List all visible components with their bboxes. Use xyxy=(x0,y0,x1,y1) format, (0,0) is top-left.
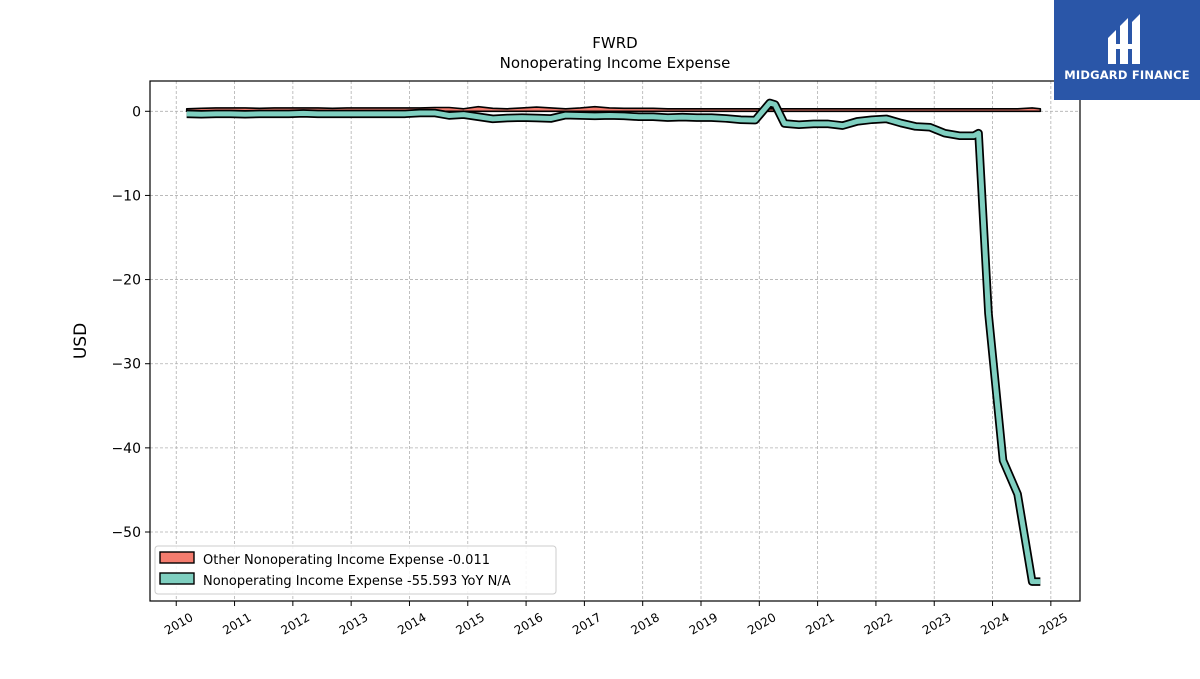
legend-swatch-nonoperating xyxy=(159,572,195,585)
y-axis-ticks: 0 −10 −20 −30 −40 −50 xyxy=(111,104,150,541)
x-tick-label: 2023 xyxy=(920,610,953,637)
x-tick-label: 2014 xyxy=(395,610,428,637)
y-axis-label: USD xyxy=(71,323,91,359)
plot-frame xyxy=(149,80,1081,602)
series-layer xyxy=(185,98,1042,586)
brand-logo: MIDGARD FINANCE xyxy=(1054,0,1200,100)
x-tick-label: 2013 xyxy=(337,610,370,637)
x-tick-label: 2021 xyxy=(803,610,836,637)
x-tick-label: 2020 xyxy=(745,610,778,637)
legend-swatch-other-nonoperating xyxy=(159,551,195,564)
x-tick-label: 2025 xyxy=(1037,610,1070,637)
y-tick-label: −10 xyxy=(111,188,141,204)
series-nonoperating-line-outline xyxy=(186,98,1041,586)
chart-title: FWRD xyxy=(592,34,637,52)
x-tick-label: 2016 xyxy=(512,610,545,637)
x-tick-label: 2017 xyxy=(570,610,603,637)
legend-label-other-nonoperating: Other Nonoperating Income Expense -0.011 xyxy=(203,553,490,568)
y-tick-label: −40 xyxy=(111,441,141,457)
x-tick-label: 2010 xyxy=(162,610,195,637)
y-tick-label: 0 xyxy=(132,104,141,120)
legend: Other Nonoperating Income Expense -0.011… xyxy=(154,545,557,595)
brand-logo-text: MIDGARD FINANCE xyxy=(1064,68,1190,82)
series-nonoperating-line xyxy=(186,100,1041,585)
grid-layer xyxy=(150,81,1080,601)
x-tick-label: 2022 xyxy=(862,610,895,637)
y-tick-label: −30 xyxy=(111,357,141,373)
brand-logo-mark-icon xyxy=(1108,14,1140,64)
x-tick-label: 2024 xyxy=(978,610,1011,637)
x-tick-label: 2018 xyxy=(628,610,661,637)
legend-frame xyxy=(154,545,557,595)
x-tick-label: 2011 xyxy=(220,610,253,637)
x-axis-ticks: 2010 2011 2012 2013 2014 2015 2016 2017 2018 2019… xyxy=(162,601,1070,638)
x-tick-label: 2012 xyxy=(279,610,312,637)
y-tick-label: −20 xyxy=(111,273,141,289)
y-tick-label: −50 xyxy=(111,525,141,541)
x-tick-label: 2015 xyxy=(454,610,487,637)
chart-subtitle: Nonoperating Income Expense xyxy=(500,54,731,72)
legend-label-nonoperating: Nonoperating Income Expense -55.593 YoY … xyxy=(203,574,511,589)
x-tick-label: 2019 xyxy=(687,610,720,637)
